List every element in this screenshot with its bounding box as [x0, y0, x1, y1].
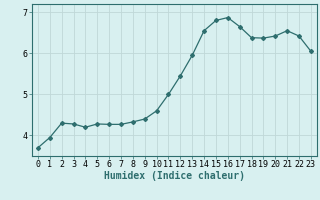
X-axis label: Humidex (Indice chaleur): Humidex (Indice chaleur): [104, 171, 245, 181]
